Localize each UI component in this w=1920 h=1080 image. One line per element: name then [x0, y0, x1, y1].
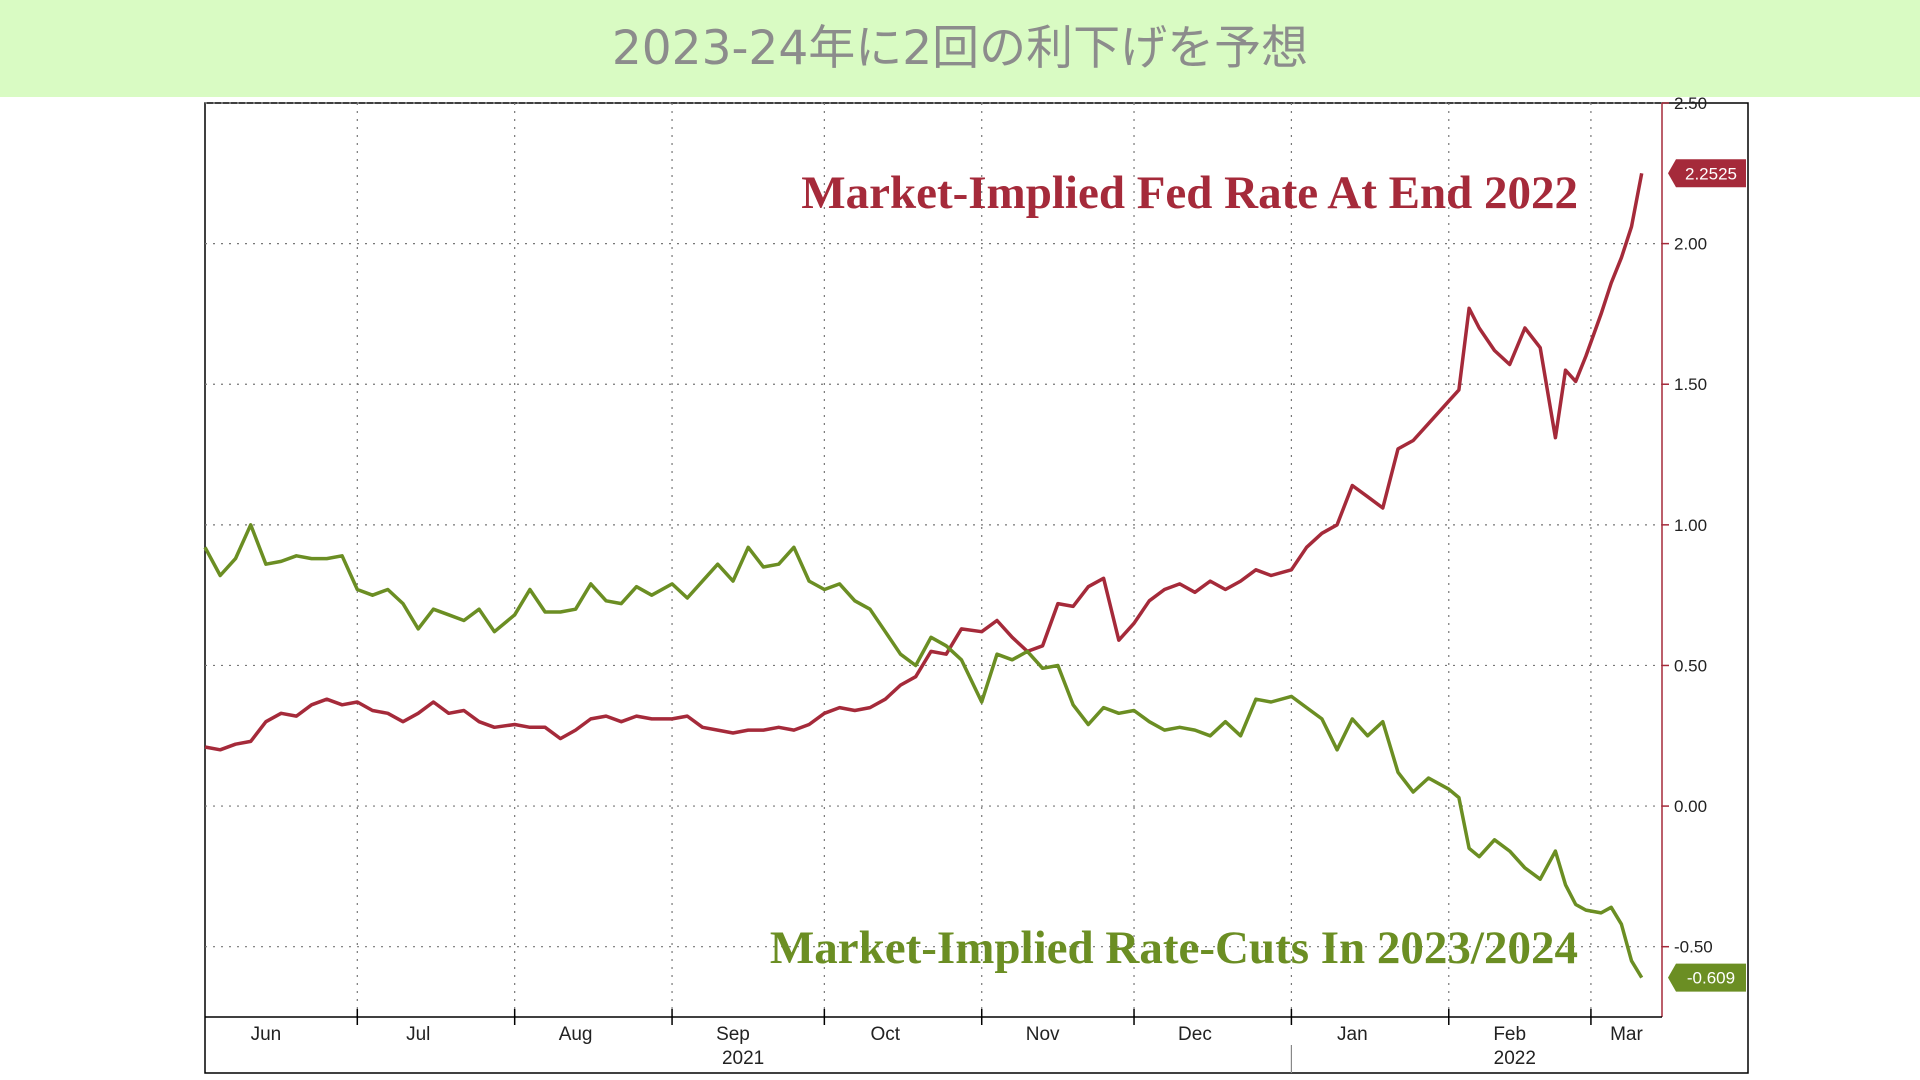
- x-tick-label: Jun: [251, 1024, 282, 1045]
- year-label: 2022: [1494, 1048, 1536, 1069]
- series-line: [203, 523, 1644, 979]
- series-name-label: Market-Implied Rate-Cuts In 2023/2024: [770, 922, 1578, 974]
- page-title: 2023-24年に2回の利下げを予想: [611, 21, 1309, 76]
- x-tick-label: Jul: [406, 1024, 430, 1045]
- year-label: 2021: [722, 1048, 764, 1069]
- y-tick-label: 1.50: [1674, 375, 1707, 394]
- x-tick-label: Dec: [1178, 1024, 1212, 1045]
- y-tick-label: 2.00: [1674, 235, 1707, 254]
- x-tick-label: Feb: [1493, 1024, 1526, 1045]
- y-tick-label: 2.50: [1674, 94, 1707, 113]
- axes: 2.50 2.00 1.50 1.00 0.50 0.00 -0.50 Jun Jul Aug Se…: [205, 94, 1713, 1073]
- series-name-label: Market-Implied Fed Rate At End 2022: [801, 167, 1578, 219]
- series-line: [204, 172, 1644, 752]
- last-value-label: 2.2525: [1685, 164, 1737, 183]
- x-tick-label: Mar: [1610, 1024, 1643, 1045]
- x-tick-label: Sep: [716, 1024, 750, 1045]
- chart-grid: [205, 102, 1662, 1017]
- chart-frame: [204, 102, 1749, 1074]
- last-value-tag-bg: [1668, 963, 1746, 992]
- y-tick-label: 0.00: [1674, 797, 1707, 816]
- series-annotations: 2.2525 Market-Implied Fed Rate At End 202…: [770, 159, 1746, 992]
- x-tick-label: Aug: [559, 1024, 593, 1045]
- title-banner: 2023-24年に2回の利下げを予想: [0, 0, 1920, 97]
- series-lines: [203, 172, 1644, 979]
- last-value-tag: -0.609: [1668, 963, 1746, 992]
- y-tick-label: 1.00: [1674, 516, 1707, 535]
- x-tick-label: Jan: [1337, 1024, 1368, 1045]
- x-tick-label: Nov: [1026, 1024, 1060, 1045]
- x-tick-label: Oct: [870, 1024, 900, 1045]
- last-value-label: -0.609: [1687, 969, 1735, 988]
- last-value-tag-bg: [1668, 159, 1746, 188]
- y-tick-label: 0.50: [1674, 656, 1707, 675]
- y-tick-label: -0.50: [1674, 938, 1713, 957]
- last-value-tag: 2.2525: [1668, 159, 1746, 188]
